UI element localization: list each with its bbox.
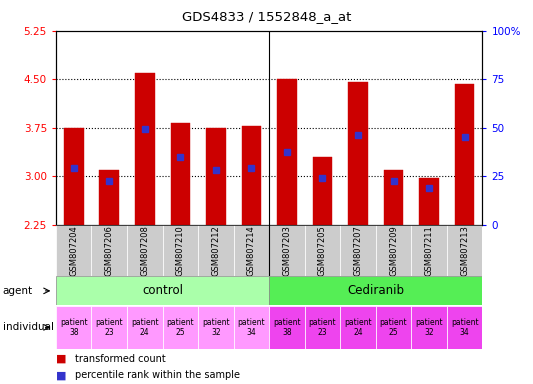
Text: patient
38: patient 38: [273, 318, 301, 337]
Bar: [198, 225, 233, 276]
Text: GSM807212: GSM807212: [212, 225, 220, 276]
Text: patient
32: patient 32: [202, 318, 230, 337]
Text: patient
32: patient 32: [415, 318, 443, 337]
Text: ■: ■: [56, 354, 67, 364]
Bar: [419, 178, 439, 225]
Text: ■: ■: [56, 370, 67, 381]
Bar: [305, 225, 340, 276]
Text: patient
23: patient 23: [95, 318, 123, 337]
Bar: [56, 225, 92, 276]
Text: GSM807214: GSM807214: [247, 225, 256, 276]
Bar: [56, 276, 269, 305]
Bar: [411, 225, 447, 276]
Bar: [384, 170, 403, 225]
Text: GSM807203: GSM807203: [282, 225, 292, 276]
Text: individual: individual: [3, 322, 54, 333]
Bar: [127, 306, 163, 349]
Text: patient
24: patient 24: [344, 318, 372, 337]
Bar: [198, 306, 233, 349]
Bar: [233, 306, 269, 349]
Text: patient
34: patient 34: [238, 318, 265, 337]
Bar: [241, 126, 261, 225]
Bar: [92, 225, 127, 276]
Text: GSM807204: GSM807204: [69, 225, 78, 276]
Bar: [269, 276, 482, 305]
Text: GDS4833 / 1552848_a_at: GDS4833 / 1552848_a_at: [182, 10, 351, 23]
Text: GSM807211: GSM807211: [425, 225, 433, 276]
Bar: [447, 306, 482, 349]
Text: GSM807207: GSM807207: [353, 225, 362, 276]
Text: patient
23: patient 23: [309, 318, 336, 337]
Bar: [340, 306, 376, 349]
Text: control: control: [142, 285, 183, 297]
Bar: [269, 225, 305, 276]
Text: transformed count: transformed count: [75, 354, 165, 364]
Bar: [100, 170, 119, 225]
Bar: [233, 225, 269, 276]
Text: GSM807206: GSM807206: [105, 225, 114, 276]
Text: percentile rank within the sample: percentile rank within the sample: [75, 370, 240, 381]
Bar: [171, 122, 190, 225]
Bar: [135, 73, 155, 225]
Bar: [376, 225, 411, 276]
Bar: [340, 225, 376, 276]
Bar: [348, 83, 368, 225]
Text: patient
34: patient 34: [451, 318, 479, 337]
Text: Cediranib: Cediranib: [348, 285, 404, 297]
Text: GSM807208: GSM807208: [140, 225, 149, 276]
Text: agent: agent: [3, 286, 33, 296]
Text: GSM807205: GSM807205: [318, 225, 327, 276]
Text: GSM807210: GSM807210: [176, 225, 185, 276]
Bar: [455, 84, 474, 225]
Text: GSM807209: GSM807209: [389, 225, 398, 276]
Bar: [269, 306, 305, 349]
Bar: [92, 306, 127, 349]
Text: patient
25: patient 25: [379, 318, 407, 337]
Bar: [163, 306, 198, 349]
Bar: [376, 306, 411, 349]
Bar: [56, 306, 92, 349]
Bar: [277, 79, 297, 225]
Bar: [411, 306, 447, 349]
Bar: [313, 157, 332, 225]
Bar: [127, 225, 163, 276]
Bar: [206, 128, 225, 225]
Bar: [64, 128, 84, 225]
Text: patient
25: patient 25: [166, 318, 194, 337]
Text: GSM807213: GSM807213: [460, 225, 469, 276]
Text: patient
24: patient 24: [131, 318, 159, 337]
Text: patient
38: patient 38: [60, 318, 87, 337]
Bar: [305, 306, 340, 349]
Bar: [447, 225, 482, 276]
Bar: [163, 225, 198, 276]
